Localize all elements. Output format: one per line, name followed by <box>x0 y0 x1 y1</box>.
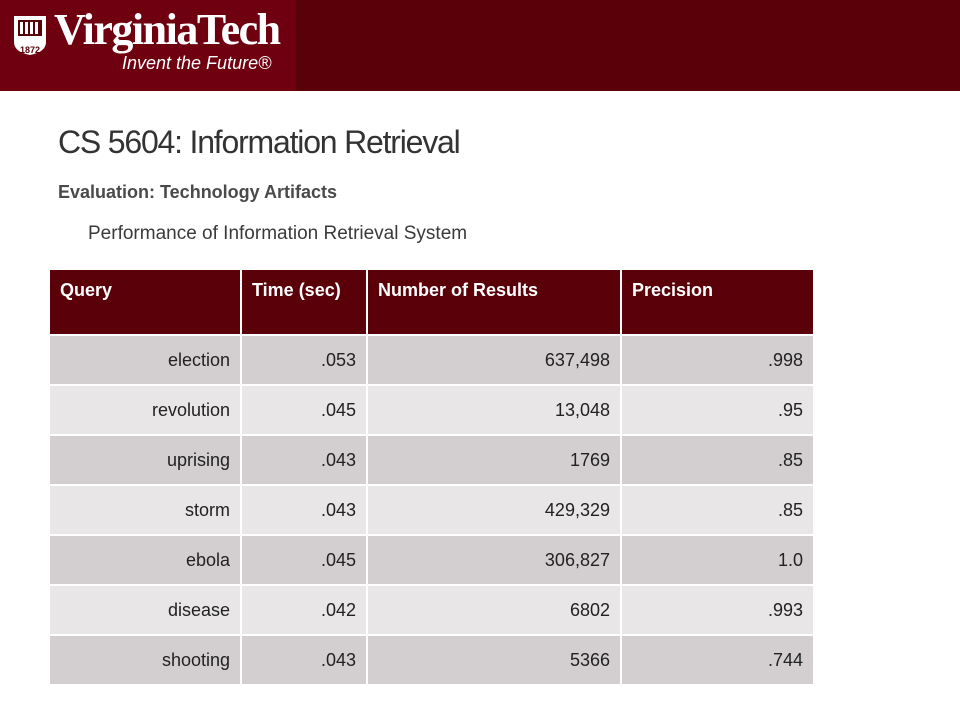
table-row: shooting .043 5366 .744 <box>48 634 815 686</box>
query-cell: shooting <box>48 634 242 686</box>
header-time: Time (sec) <box>240 268 368 336</box>
header-number-of-results: Number of Results <box>366 268 622 336</box>
results-count-cell: 5366 <box>366 634 622 686</box>
performance-table: Query Time (sec) Number of Results Preci… <box>48 268 815 686</box>
precision-cell: .85 <box>620 434 815 486</box>
results-count-cell: 13,048 <box>366 384 622 436</box>
time-cell: .053 <box>240 334 368 386</box>
header-query: Query <box>48 268 242 336</box>
query-cell: revolution <box>48 384 242 436</box>
query-cell: election <box>48 334 242 386</box>
time-cell: .043 <box>240 484 368 536</box>
query-cell: uprising <box>48 434 242 486</box>
table-row: storm .043 429,329 .85 <box>48 484 815 536</box>
results-count-cell: 6802 <box>366 584 622 636</box>
results-count-cell: 637,498 <box>366 334 622 386</box>
slide-title: CS 5604: Information Retrieval <box>58 124 461 160</box>
precision-cell: .85 <box>620 484 815 536</box>
logo-year: 1872 <box>19 45 41 55</box>
table-row: election .053 637,498 .998 <box>48 334 815 386</box>
virginia-tech-logo: 1872 VirginiaTech Invent the Future® <box>0 0 296 91</box>
table-row: disease .042 6802 .993 <box>48 584 815 636</box>
results-count-cell: 1769 <box>366 434 622 486</box>
precision-cell: .998 <box>620 334 815 386</box>
time-cell: .045 <box>240 534 368 586</box>
bullet-text: Performance of Information Retrieval Sys… <box>88 223 468 244</box>
shield-icon <box>14 16 46 55</box>
precision-cell: .993 <box>620 584 815 636</box>
precision-cell: .95 <box>620 384 815 436</box>
query-cell: disease <box>48 584 242 636</box>
time-cell: .043 <box>240 634 368 686</box>
table-row: uprising .043 1769 .85 <box>48 434 815 486</box>
precision-cell: .744 <box>620 634 815 686</box>
table-row: ebola .045 306,827 1.0 <box>48 534 815 586</box>
results-count-cell: 429,329 <box>366 484 622 536</box>
logo-tagline: Invent the Future® <box>122 53 272 73</box>
table-row: revolution .045 13,048 .95 <box>48 384 815 436</box>
time-cell: .043 <box>240 434 368 486</box>
query-cell: storm <box>48 484 242 536</box>
query-cell: ebola <box>48 534 242 586</box>
results-count-cell: 306,827 <box>366 534 622 586</box>
header-banner: 1872 VirginiaTech Invent the Future® <box>0 0 960 91</box>
table-header-row: Query Time (sec) Number of Results Preci… <box>48 268 815 336</box>
slide-subtitle: Evaluation: Technology Artifacts <box>58 182 338 202</box>
logo-wordmark: VirginiaTech <box>54 5 281 54</box>
time-cell: .045 <box>240 384 368 436</box>
precision-cell: 1.0 <box>620 534 815 586</box>
time-cell: .042 <box>240 584 368 636</box>
header-precision: Precision <box>620 268 815 336</box>
